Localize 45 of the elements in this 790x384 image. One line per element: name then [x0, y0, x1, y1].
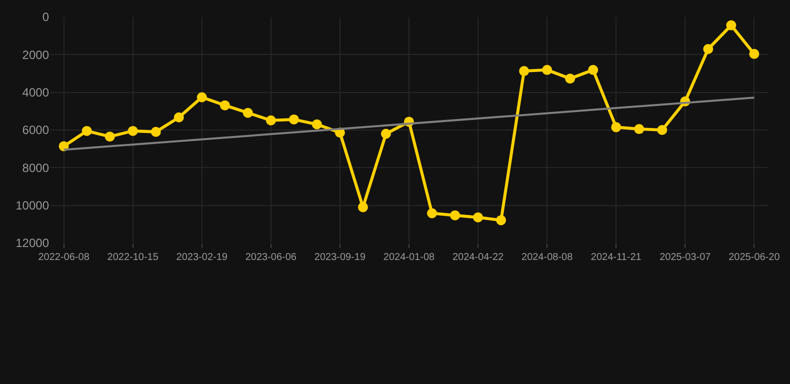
x-tick-label: 2022-06-08 [38, 252, 90, 263]
x-tick-label: 2025-06-20 [728, 252, 780, 263]
x-tick-label: 2022-10-15 [107, 252, 159, 263]
x-tick-label: 2023-09-19 [314, 252, 366, 263]
point [588, 64, 598, 75]
point [82, 126, 92, 136]
point [703, 44, 714, 54]
point [565, 74, 576, 84]
point [496, 215, 506, 226]
x-tick-label: 2025-03-07 [660, 252, 712, 263]
point [196, 92, 207, 102]
y-tick-label: 8000 [22, 160, 50, 175]
point [242, 108, 253, 118]
point [358, 202, 368, 212]
point [312, 119, 322, 130]
point [473, 212, 484, 222]
x-tick-label: 2023-02-19 [176, 252, 228, 263]
x-tick-label: 2023-06-06 [245, 252, 297, 263]
point [749, 48, 760, 59]
y-tick-label: 10000 [16, 198, 50, 213]
y-tick-label: 12000 [16, 236, 50, 250]
point [657, 125, 668, 135]
point [519, 66, 530, 76]
point [380, 128, 391, 139]
x-tick-label: 2024-11-21 [590, 252, 642, 263]
x-tick-label: 2024-08-08 [522, 252, 574, 263]
point [128, 126, 138, 136]
point [174, 112, 184, 122]
point [450, 210, 460, 220]
x-tick-label: 2024-04-22 [452, 252, 504, 263]
point [542, 64, 552, 75]
y-tick-label: 2000 [22, 48, 50, 62]
point [266, 115, 276, 126]
point [611, 122, 622, 132]
point [220, 100, 230, 110]
point [150, 126, 161, 137]
y-tick-label: 4000 [22, 86, 50, 100]
x-tick-label: 2024-01-08 [383, 252, 436, 263]
y-tick-label: 0 [42, 10, 50, 24]
y-tick-label: 6000 [22, 123, 50, 138]
point [634, 124, 644, 134]
point [427, 208, 438, 218]
point [104, 132, 115, 142]
point [726, 20, 736, 30]
point [288, 114, 299, 124]
